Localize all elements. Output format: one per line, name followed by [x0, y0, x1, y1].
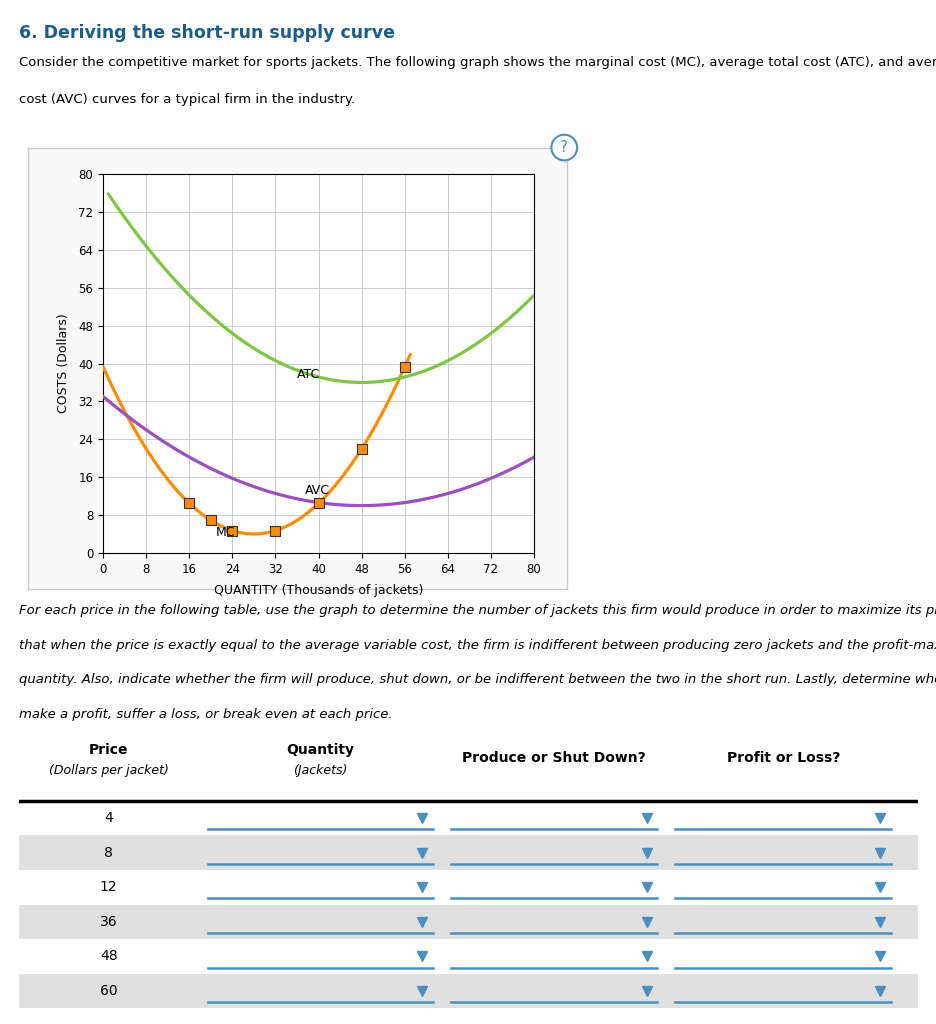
Text: 12: 12 [100, 881, 117, 894]
Text: that when the price is exactly equal to the average variable cost, the firm is i: that when the price is exactly equal to … [19, 639, 936, 651]
Text: (Dollars per jacket): (Dollars per jacket) [49, 764, 168, 777]
FancyBboxPatch shape [19, 904, 917, 939]
Text: 60: 60 [100, 984, 117, 998]
Text: 8: 8 [104, 846, 113, 860]
X-axis label: QUANTITY (Thousands of jackets): QUANTITY (Thousands of jackets) [213, 584, 423, 597]
FancyBboxPatch shape [19, 974, 917, 1009]
FancyBboxPatch shape [19, 836, 917, 870]
Text: Quantity: Quantity [285, 742, 354, 757]
Text: ?: ? [560, 140, 567, 155]
Text: (Jackets): (Jackets) [293, 764, 347, 777]
Y-axis label: COSTS (Dollars): COSTS (Dollars) [57, 313, 70, 414]
Text: Consider the competitive market for sports jackets. The following graph shows th: Consider the competitive market for spor… [19, 56, 936, 70]
Text: 36: 36 [100, 914, 117, 929]
Text: AVC: AVC [305, 483, 329, 497]
Text: Price: Price [89, 742, 128, 757]
Text: Produce or Shut Down?: Produce or Shut Down? [461, 751, 645, 765]
Text: ATC: ATC [297, 368, 320, 381]
Text: 6. Deriving the short-run supply curve: 6. Deriving the short-run supply curve [19, 25, 394, 42]
Text: make a profit, suffer a loss, or break even at each price.: make a profit, suffer a loss, or break e… [19, 708, 392, 721]
Text: cost (AVC) curves for a typical firm in the industry.: cost (AVC) curves for a typical firm in … [19, 93, 355, 105]
Text: 4: 4 [104, 811, 113, 825]
Text: quantity. Also, indicate whether the firm will produce, shut down, or be indiffe: quantity. Also, indicate whether the fir… [19, 674, 936, 686]
Text: Profit or Loss?: Profit or Loss? [726, 751, 839, 765]
Text: MC: MC [216, 526, 236, 540]
Text: 48: 48 [100, 949, 117, 964]
Text: For each price in the following table, use the graph to determine the number of : For each price in the following table, u… [19, 604, 936, 617]
